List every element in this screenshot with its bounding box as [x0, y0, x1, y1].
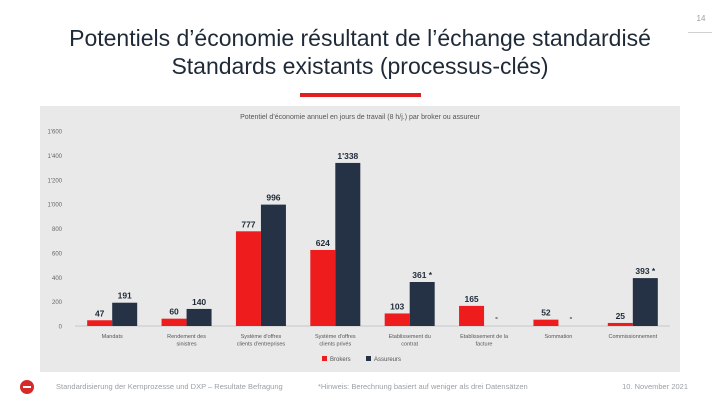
y-tick-label: 0: [59, 325, 63, 331]
chart-panel: Potentiel d’économie annuel en jours de …: [40, 106, 680, 372]
x-category-label: Mandats: [102, 334, 123, 340]
data-label: 140: [192, 297, 206, 307]
data-label: 1'338: [337, 151, 358, 161]
y-tick-label: 400: [52, 276, 63, 282]
bar-brokers: [533, 319, 559, 326]
bar-brokers: [310, 249, 336, 326]
x-category-label-line: Mandats: [102, 334, 123, 340]
data-label: 996: [266, 193, 280, 203]
data-label: 165: [464, 294, 478, 304]
x-category-label-line: Sommation: [545, 334, 573, 340]
x-category-label-line: clients d'entreprises: [237, 342, 286, 348]
x-category-label: Système d'offres clients d'entreprises: [237, 334, 286, 348]
x-category-label-line: Rendement des: [167, 334, 206, 340]
y-tick-label: 200: [52, 300, 63, 306]
data-label: 393 *: [635, 266, 656, 276]
bar-assureurs: [112, 302, 138, 326]
x-category-label: Sommation: [545, 334, 573, 340]
legend-swatch-brokers: [322, 356, 327, 361]
footer-left-text: Standardisierung der Kernprozesse und DX…: [56, 382, 283, 391]
data-label: 25: [616, 311, 626, 321]
data-label: 52: [541, 308, 551, 318]
x-category-label: Rendement des sinistres: [167, 334, 206, 348]
x-category-label-line: clients privés: [319, 342, 351, 348]
bar-assureurs: [409, 282, 435, 326]
bar-brokers: [384, 313, 410, 326]
data-label: 777: [241, 219, 255, 229]
bar-brokers: [87, 320, 113, 326]
bar-chart: Potentiel d’économie annuel en jours de …: [48, 114, 670, 363]
legend-label-brokers: Brokers: [330, 357, 351, 363]
y-tick-label: 1'400: [48, 154, 63, 160]
x-category-label: Etablissement du contrat: [389, 334, 431, 348]
bar-brokers: [459, 305, 485, 326]
y-tick-label: 1'000: [48, 203, 63, 209]
data-label: 103: [390, 301, 404, 311]
y-tick-label: 1'200: [48, 178, 63, 184]
chart-title: Potentiel d’économie annuel en jours de …: [240, 114, 480, 121]
y-tick-label: 600: [52, 251, 63, 257]
data-label: 47: [95, 308, 105, 318]
data-label: 361 *: [412, 270, 433, 280]
x-category-label: Système d'offres clients privés: [315, 334, 356, 348]
data-label: 191: [118, 291, 132, 301]
y-tick-label: 1'600: [48, 130, 63, 136]
footer-note: *Hinweis: Berechnung basiert auf weniger…: [318, 382, 528, 391]
legend-swatch-assureurs: [366, 356, 371, 361]
bar-brokers: [161, 318, 187, 326]
x-category-label-line: facture: [476, 342, 493, 348]
bar-assureurs: [186, 308, 212, 326]
title-accent-bar: [300, 93, 421, 97]
bar-brokers: [235, 231, 261, 326]
x-category-label-line: Système d'offres: [241, 334, 282, 340]
x-category-label-line: sinistres: [176, 342, 196, 348]
bar-brokers: [607, 322, 633, 326]
data-label: 60: [169, 307, 179, 317]
x-category-label-line: Etablissement du: [389, 334, 431, 340]
x-category-label-line: contrat: [401, 342, 418, 348]
data-label: 624: [316, 238, 330, 248]
title-line-1: Potentiels d’économie résultant de l’éch…: [69, 25, 651, 51]
legend-label-assureurs: Assureurs: [374, 357, 401, 363]
data-label: -: [495, 312, 498, 322]
company-logo-icon: [20, 380, 34, 394]
slide-title: Potentiels d’économie résultant de l’éch…: [0, 24, 720, 80]
title-line-2: Standards existants (processus-clés): [171, 53, 549, 79]
bar-assureurs: [335, 162, 361, 326]
footer-date: 10. November 2021: [622, 382, 688, 391]
x-category-label-line: Commissionnement: [609, 334, 658, 340]
bar-assureurs: [260, 204, 286, 326]
y-tick-label: 800: [52, 227, 63, 233]
x-category-label-line: Etablissement de la: [460, 334, 509, 340]
page-number: 14: [696, 14, 706, 23]
x-category-label: Etablissement de la facture: [460, 334, 509, 348]
data-label: -: [570, 312, 573, 322]
page-number-divider: [688, 32, 712, 33]
x-category-label: Commissionnement: [609, 334, 658, 340]
x-category-label-line: Système d'offres: [315, 334, 356, 340]
bar-assureurs: [632, 278, 658, 326]
